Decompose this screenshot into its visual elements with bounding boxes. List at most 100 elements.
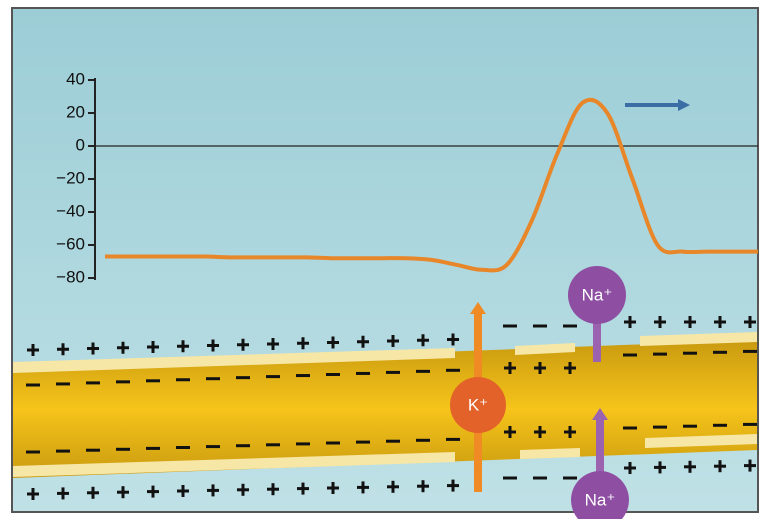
plus (509, 426, 512, 438)
plus (302, 483, 305, 495)
plus (272, 483, 275, 495)
minus (563, 477, 577, 480)
minus (623, 427, 637, 430)
plus (719, 316, 722, 328)
plus (62, 487, 65, 499)
diagram: K⁺ Na⁺ Na⁺ −80−60−40−2002040 (0, 0, 769, 519)
plus (569, 362, 572, 374)
y-tick-label: 40 (66, 69, 85, 88)
plus (689, 461, 692, 473)
minus (56, 450, 70, 453)
minus (503, 477, 517, 480)
plus (569, 426, 572, 438)
plus (302, 337, 305, 349)
minus (683, 425, 697, 428)
plus (242, 339, 245, 351)
minus (326, 442, 340, 445)
y-tick-label: −40 (56, 201, 85, 220)
plus (539, 426, 542, 438)
plus (122, 342, 125, 354)
minus (743, 350, 757, 353)
minus (206, 445, 220, 448)
minus (653, 426, 667, 429)
minus (206, 377, 220, 380)
plus (152, 341, 155, 353)
plus (452, 480, 455, 492)
minus (296, 374, 310, 377)
minus (86, 381, 100, 384)
plus (332, 337, 335, 349)
minus (356, 441, 370, 444)
minus (533, 477, 547, 480)
plus (422, 334, 425, 346)
plus (749, 460, 752, 472)
minus (26, 384, 40, 387)
plus (182, 485, 185, 497)
minus (176, 378, 190, 381)
ion-label: K⁺ (468, 395, 488, 414)
minus (236, 376, 250, 379)
plus (362, 336, 365, 348)
minus (563, 325, 577, 328)
minus (713, 424, 727, 427)
minus (86, 449, 100, 452)
minus (296, 442, 310, 445)
plus (392, 335, 395, 347)
plus (272, 338, 275, 350)
plus (659, 461, 662, 473)
plus (122, 486, 125, 498)
minus (266, 375, 280, 378)
minus (26, 451, 40, 454)
plus (212, 484, 215, 496)
minus (146, 379, 160, 382)
plus (392, 481, 395, 493)
plus (422, 480, 425, 492)
plus (92, 487, 95, 499)
minus (176, 446, 190, 449)
plus (629, 316, 632, 328)
ion-label: Na⁺ (582, 285, 613, 304)
minus (743, 423, 757, 426)
minus (386, 371, 400, 374)
plus (32, 488, 35, 500)
y-tick-label: 0 (76, 135, 85, 154)
y-tick-label: 20 (66, 102, 85, 121)
minus (116, 380, 130, 383)
minus (653, 353, 667, 356)
plus (152, 486, 155, 498)
y-tick-label: −80 (56, 267, 85, 286)
plus (62, 343, 65, 355)
plus (362, 481, 365, 493)
plus (539, 362, 542, 374)
minus (533, 325, 547, 328)
plus (242, 484, 245, 496)
y-tick-label: −20 (56, 168, 85, 187)
minus (623, 354, 637, 357)
plus (452, 334, 455, 346)
plus (629, 462, 632, 474)
plus (689, 316, 692, 328)
minus (56, 382, 70, 385)
y-tick-label: −60 (56, 234, 85, 253)
plus (659, 316, 662, 328)
plus (92, 343, 95, 355)
minus (386, 440, 400, 443)
plus (182, 340, 185, 352)
minus (713, 351, 727, 354)
plus (509, 362, 512, 374)
minus (416, 439, 430, 442)
minus (146, 447, 160, 450)
minus (266, 443, 280, 446)
minus (236, 444, 250, 447)
minus (326, 373, 340, 376)
plus (749, 316, 752, 328)
plus (32, 344, 35, 356)
minus (356, 372, 370, 375)
minus (416, 370, 430, 373)
minus (446, 438, 460, 441)
minus (446, 369, 460, 372)
plus (332, 482, 335, 494)
minus (116, 448, 130, 451)
plus (719, 460, 722, 472)
plus (212, 340, 215, 352)
